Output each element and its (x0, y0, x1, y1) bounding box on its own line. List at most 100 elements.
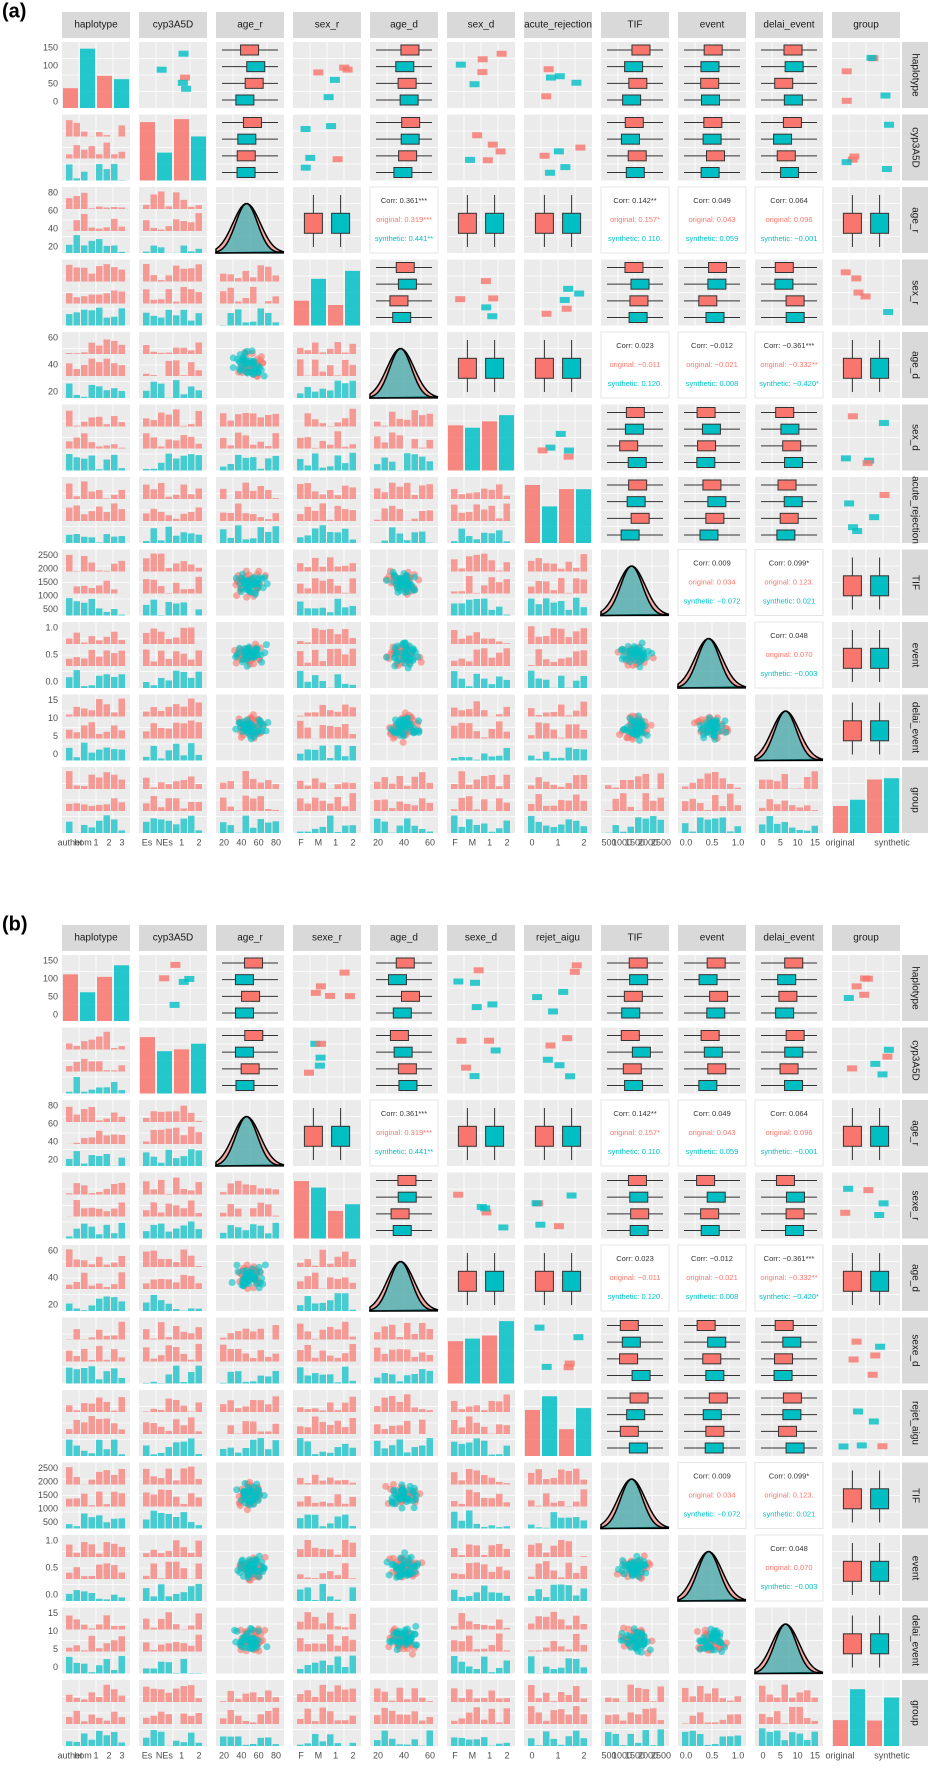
x-tick-label: hom (74, 1750, 92, 1760)
tile (541, 310, 552, 317)
histogram-bar (473, 701, 480, 717)
histogram-bar (96, 506, 103, 521)
histogram-bar (419, 828, 426, 833)
histogram-bar (195, 264, 202, 282)
histogram-bar (188, 743, 195, 761)
histogram-bar (535, 678, 542, 688)
panel (139, 114, 207, 181)
box (870, 1125, 890, 1147)
point (696, 721, 704, 729)
histogram-bar (381, 821, 388, 833)
histogram-bar (173, 1365, 180, 1384)
box (774, 77, 794, 89)
box (237, 133, 257, 145)
histogram-bar (349, 578, 356, 594)
histogram-bar (195, 784, 202, 789)
histogram-bar (103, 358, 110, 376)
point (243, 1270, 251, 1278)
histogram-bar (165, 602, 172, 616)
histogram-bar (66, 554, 73, 572)
point (248, 575, 256, 583)
histogram-bar (250, 1208, 257, 1217)
row-strip (902, 332, 928, 398)
histogram-bar (111, 1349, 118, 1362)
row-strip-label: age_r (909, 1120, 920, 1146)
panel (755, 259, 823, 326)
histogram-bar (242, 1406, 249, 1412)
histogram-bar (195, 1132, 202, 1144)
histogram-bar (312, 628, 319, 644)
histogram-bar (227, 537, 234, 543)
x-tick-label: 80 (271, 1750, 281, 1760)
histogram-bar (404, 818, 411, 833)
histogram-bar (535, 649, 542, 666)
panel: Corr: 0.142**original: 0.157*synthetic: … (600, 1099, 670, 1167)
histogram-bar (312, 1416, 319, 1434)
x-tick-label: 1 (333, 1750, 338, 1760)
histogram-bar (381, 457, 388, 471)
histogram-bar (111, 609, 118, 616)
row-strip-label: delai_event (909, 702, 920, 753)
histogram-bar (342, 654, 349, 666)
column-strip-label: haplotype (74, 933, 118, 944)
histogram-bar (404, 1375, 411, 1384)
histogram-bar (719, 806, 726, 811)
histogram-bar (550, 805, 557, 811)
histogram-bar (73, 803, 80, 811)
x-tick-label: F (298, 837, 304, 847)
histogram-bar (111, 503, 118, 521)
panel (370, 1390, 438, 1456)
histogram-bar (195, 507, 202, 521)
histogram-bar (235, 414, 242, 427)
histogram-bar (81, 708, 88, 717)
histogram-bar (180, 309, 187, 326)
tile (542, 1056, 553, 1063)
histogram-bar (66, 1439, 73, 1456)
corr-panel (600, 331, 670, 399)
panel (293, 42, 361, 108)
histogram-bar (81, 1163, 88, 1166)
box (706, 1191, 726, 1203)
histogram-bar (503, 648, 510, 666)
histogram-bar (173, 1325, 180, 1340)
histogram-bar (96, 307, 103, 326)
histogram-bar (150, 1294, 157, 1311)
histogram-bar (272, 1189, 279, 1195)
histogram-bar (188, 251, 195, 253)
panel (755, 955, 823, 1021)
histogram-bar (319, 1302, 326, 1311)
histogram-bar (81, 1450, 88, 1456)
histogram-bar (150, 227, 157, 231)
histogram-bar (272, 784, 279, 789)
panel (369, 332, 439, 399)
histogram-bar (272, 1370, 279, 1384)
x-tick-label: 1.0 (732, 1750, 745, 1760)
y-tick-label: 150 (43, 42, 58, 52)
histogram-bar (481, 509, 488, 521)
corr-text: synthetic: 0.110. (608, 234, 662, 243)
histogram-bar (165, 439, 172, 449)
histogram-bar (73, 670, 80, 688)
histogram-bar (66, 771, 73, 789)
histogram-bar (111, 1134, 118, 1144)
point (414, 653, 422, 661)
bar (525, 1409, 540, 1456)
x-tick-label: 2500 (651, 1750, 671, 1760)
point (402, 575, 410, 583)
tile (877, 1443, 888, 1450)
histogram-bar (466, 819, 473, 833)
histogram-bar (180, 706, 187, 717)
histogram-bar (319, 1410, 326, 1412)
panel (139, 477, 207, 543)
histogram-bar (374, 781, 381, 789)
histogram-bar (481, 678, 488, 688)
tile (840, 1209, 851, 1216)
histogram-bar (334, 674, 341, 688)
histogram-bar (312, 578, 319, 594)
histogram-bar (411, 454, 418, 471)
histogram-bar (188, 494, 195, 499)
x-tick-label: authet (57, 837, 83, 847)
